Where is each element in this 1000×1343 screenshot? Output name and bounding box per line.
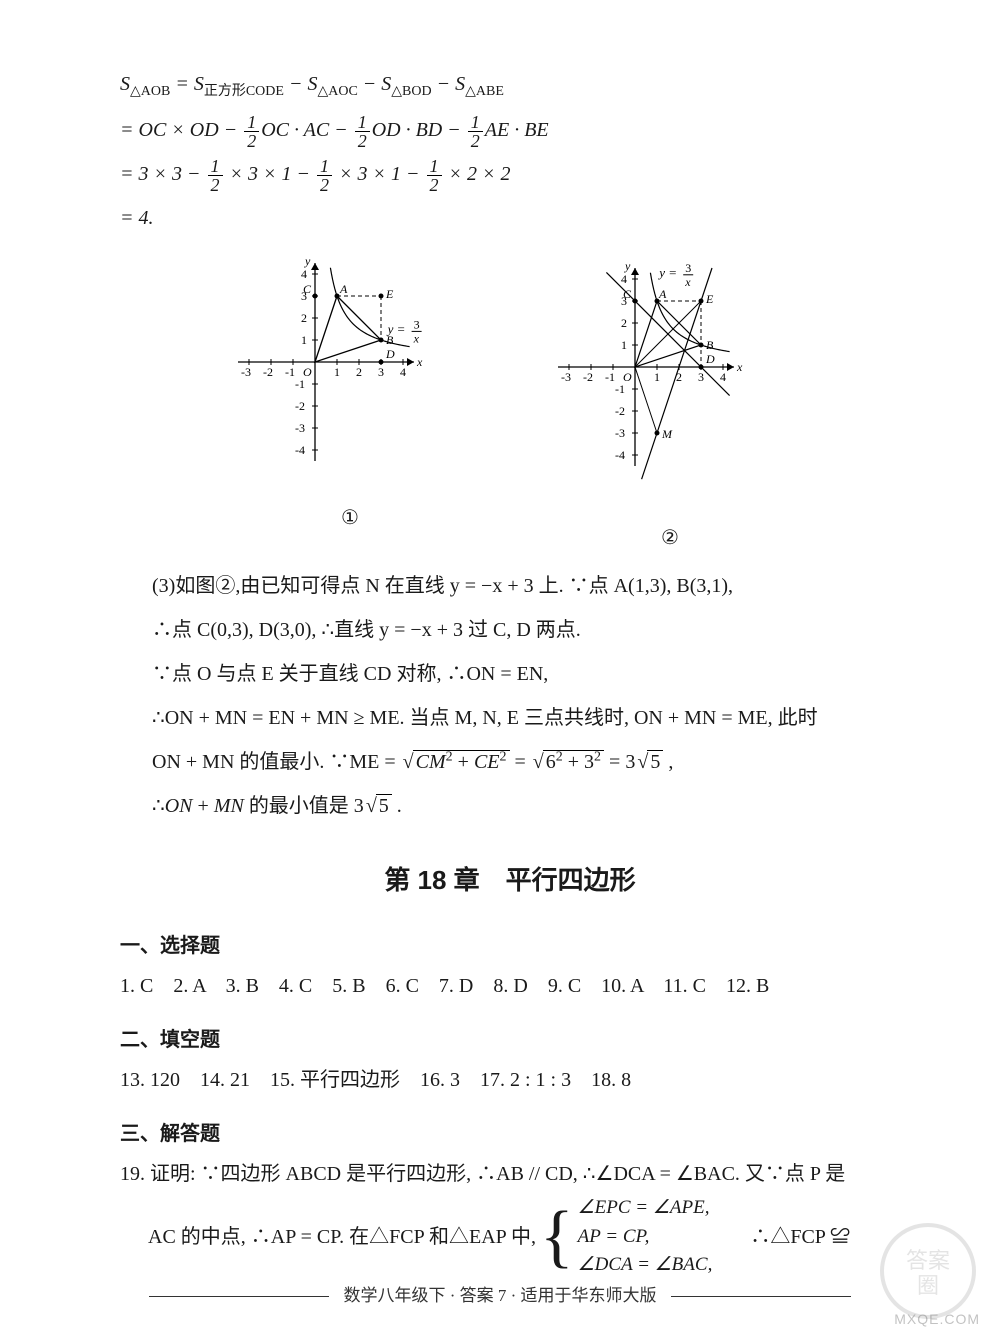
sec3-title: 三、解答题 xyxy=(120,1114,900,1154)
svg-text:y: y xyxy=(624,259,631,273)
page: S△AOB = S正方形CODE − S△AOC − S△BOD − S△ABE… xyxy=(0,0,1000,1343)
chapter-title: 第 18 章 平行四边形 xyxy=(120,854,900,906)
q19: 19. 证明: ∵四边形 ABCD 是平行四边形, ∴AB // CD, ∴∠D… xyxy=(120,1154,900,1280)
svg-text:-4: -4 xyxy=(295,443,305,457)
svg-text:-3: -3 xyxy=(615,426,625,440)
svg-text:O: O xyxy=(623,370,632,384)
p3-l1: (3)如图②,由已知可得点 N 在直线 y = −x + 3 上. ∵点 A(1… xyxy=(152,564,900,608)
svg-text:A: A xyxy=(658,287,667,301)
eq-line-3: = 3 × 3 − 12 × 3 × 1 − 12 × 3 × 1 − 12 ×… xyxy=(120,154,900,194)
page-footer: 数学八年级下 · 答案 7 · 适用于华东师大版 xyxy=(0,1279,1000,1313)
watermark-url: MXQE.COM xyxy=(894,1305,980,1333)
figure-1-label: ① xyxy=(341,498,359,538)
svg-text:E: E xyxy=(385,287,394,301)
p3-l3: ∵点 O 与点 E 关于直线 CD 对称, ∴ON = EN, xyxy=(152,652,900,696)
svg-text:C: C xyxy=(303,282,312,296)
cases: ∠EPC = ∠APE, AP = CP, ∠DCA = ∠BAC, xyxy=(578,1194,713,1280)
svg-text:1: 1 xyxy=(621,338,627,352)
figure-1-svg: xy-3-2-11234-4-3-2-11234OCAEBDy =3x xyxy=(225,252,475,492)
svg-text:D: D xyxy=(705,352,715,366)
svg-text:-1: -1 xyxy=(285,365,295,379)
svg-text:x: x xyxy=(684,275,691,289)
svg-text:-4: -4 xyxy=(615,448,625,462)
svg-text:-1: -1 xyxy=(615,382,625,396)
svg-text:4: 4 xyxy=(400,365,406,379)
eq-line-4: = 4. xyxy=(120,198,900,238)
figure-2-label: ② xyxy=(661,518,679,558)
svg-text:D: D xyxy=(385,347,395,361)
svg-text:4: 4 xyxy=(301,267,307,281)
svg-text:y =: y = xyxy=(657,265,677,280)
svg-text:-3: -3 xyxy=(295,421,305,435)
svg-text:4: 4 xyxy=(621,272,627,286)
svg-text:-3: -3 xyxy=(561,370,571,384)
svg-text:2: 2 xyxy=(356,365,362,379)
svg-text:y: y xyxy=(304,254,311,268)
svg-text:4: 4 xyxy=(720,370,726,384)
svg-text:C: C xyxy=(623,287,632,301)
svg-text:-1: -1 xyxy=(295,377,305,391)
svg-text:x: x xyxy=(416,355,423,369)
svg-text:3: 3 xyxy=(685,261,691,275)
svg-text:-2: -2 xyxy=(615,404,625,418)
svg-text:圈: 圈 xyxy=(917,1273,939,1298)
svg-text:1: 1 xyxy=(334,365,340,379)
svg-text:-2: -2 xyxy=(295,399,305,413)
svg-text:2: 2 xyxy=(301,311,307,325)
svg-text:1: 1 xyxy=(301,333,307,347)
footer-text: 数学八年级下 · 答案 7 · 适用于华东师大版 xyxy=(343,1279,656,1313)
svg-text:-1: -1 xyxy=(605,370,615,384)
q19-l2: AC 的中点, ∴AP = CP. 在△FCP 和△EAP 中, { ∠EPC … xyxy=(120,1194,900,1280)
eq-line-1: S△AOB = S正方形CODE − S△AOC − S△BOD − S△ABE xyxy=(120,64,900,106)
p3-l2: ∴点 C(0,3), D(3,0), ∴直线 y = −x + 3 过 C, D… xyxy=(152,608,900,652)
svg-text:3: 3 xyxy=(378,365,384,379)
q19-l1: 19. 证明: ∵四边形 ABCD 是平行四边形, ∴AB // CD, ∴∠D… xyxy=(120,1154,900,1194)
svg-text:x: x xyxy=(413,331,420,345)
paragraph-3: (3)如图②,由已知可得点 N 在直线 y = −x + 3 上. ∵点 A(1… xyxy=(152,564,900,828)
figures-row: xy-3-2-11234-4-3-2-11234OCAEBDy =3x ① xy… xyxy=(120,252,900,558)
figure-2-svg: xy-3-2-11234-4-3-2-11234OCAEBDMy =3x xyxy=(545,252,795,512)
svg-text:-2: -2 xyxy=(583,370,593,384)
svg-text:3: 3 xyxy=(698,370,704,384)
svg-text:3: 3 xyxy=(414,317,420,331)
svg-text:O: O xyxy=(303,365,312,379)
svg-text:x: x xyxy=(736,360,743,374)
svg-text:E: E xyxy=(705,292,714,306)
svg-text:答案: 答案 xyxy=(906,1248,950,1273)
svg-text:-2: -2 xyxy=(263,365,273,379)
p3-l6: ∴ON + MN 的最小值是 35 . xyxy=(152,784,900,828)
sec1-title: 一、选择题 xyxy=(120,926,900,966)
sec1-answers: 1. C 2. A 3. B 4. C 5. B 6. C 7. D 8. D … xyxy=(120,966,900,1006)
svg-text:y =: y = xyxy=(386,321,406,336)
svg-text:B: B xyxy=(706,338,714,352)
svg-text:-3: -3 xyxy=(241,365,251,379)
p3-l4: ∴ON + MN = EN + MN ≥ ME. 当点 M, N, E 三点共线… xyxy=(152,696,900,740)
p3-l5: ON + MN 的值最小. ∵ME = CM2 + CE2 = 62 + 32 … xyxy=(152,740,900,784)
svg-text:A: A xyxy=(339,282,348,296)
svg-text:1: 1 xyxy=(654,370,660,384)
sec2-answers: 13. 120 14. 21 15. 平行四边形 16. 3 17. 2 : 1… xyxy=(120,1060,900,1100)
svg-text:M: M xyxy=(661,427,673,441)
eq-line-2: = OC × OD − 12OC · AC − 12OD · BD − 12AE… xyxy=(120,110,900,150)
brace-icon: { xyxy=(540,1207,574,1267)
figure-1: xy-3-2-11234-4-3-2-11234OCAEBDy =3x ① xyxy=(225,252,475,558)
figure-2: xy-3-2-11234-4-3-2-11234OCAEBDMy =3x ② xyxy=(545,252,795,558)
svg-text:2: 2 xyxy=(621,316,627,330)
sec2-title: 二、填空题 xyxy=(120,1020,900,1060)
